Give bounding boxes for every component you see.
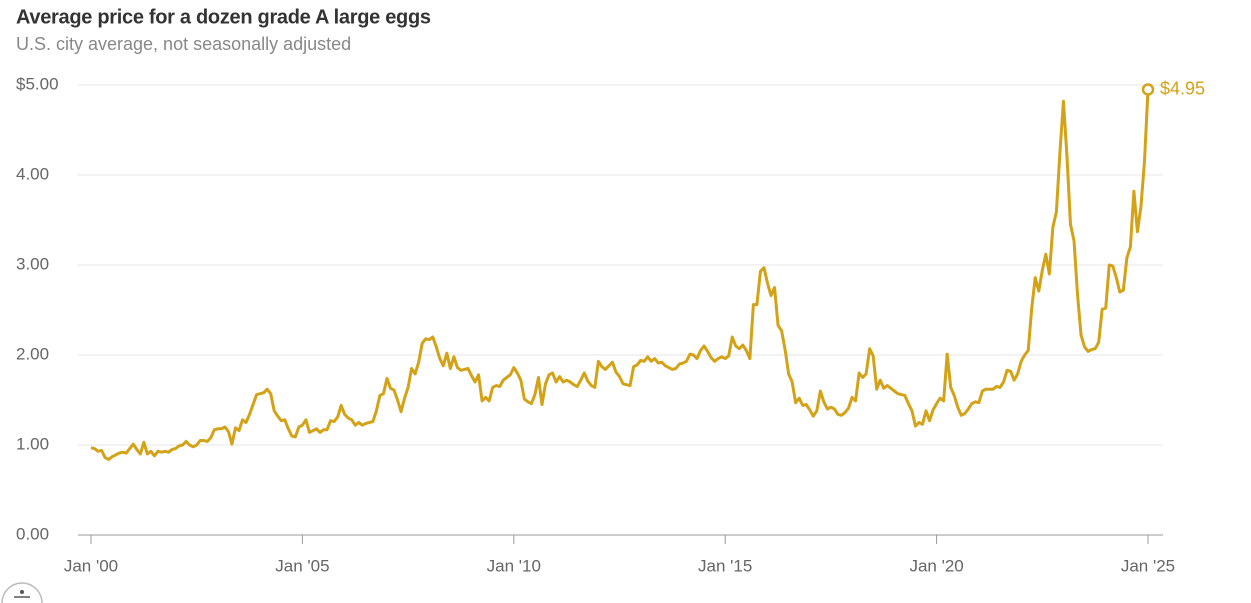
y-tick-label: 0.00 bbox=[16, 524, 49, 543]
x-tick-label: Jan '20 bbox=[909, 556, 963, 575]
y-tick-label: 1.00 bbox=[16, 434, 49, 453]
line bbox=[90, 89, 1150, 461]
chart-title: Average price for a dozen grade A large … bbox=[16, 6, 431, 28]
end-label: $4.95 bbox=[1160, 78, 1205, 98]
x-tick-label: Jan '10 bbox=[487, 556, 541, 575]
y-tick-label: 2.00 bbox=[16, 344, 49, 363]
x-tick-label: Jan '25 bbox=[1121, 556, 1175, 575]
y-tick-label: 4.00 bbox=[16, 164, 49, 183]
chart-subtitle: U.S. city average, not seasonally adjust… bbox=[16, 34, 351, 54]
icon-head bbox=[20, 590, 24, 594]
accessibility-icon[interactable] bbox=[1, 582, 43, 603]
x-tick-label: Jan '15 bbox=[698, 556, 752, 575]
x-tick-label: Jan '00 bbox=[64, 556, 118, 575]
y-tick-label: 3.00 bbox=[16, 254, 49, 273]
x-tick-label: Jan '05 bbox=[275, 556, 329, 575]
end-marker bbox=[1141, 83, 1155, 96]
y-tick-label: $5.00 bbox=[16, 74, 59, 93]
